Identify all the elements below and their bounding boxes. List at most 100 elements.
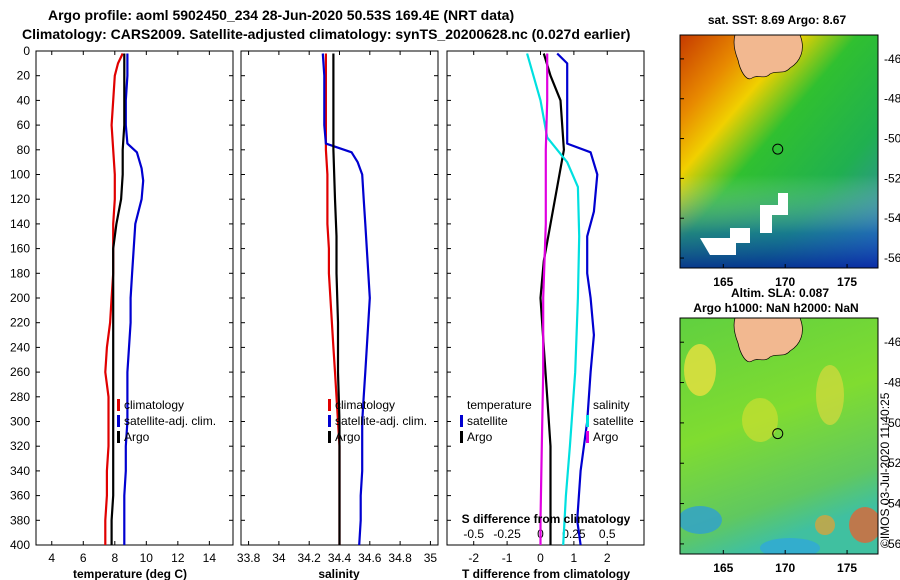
xtick-label: 34.6 xyxy=(358,551,382,565)
ytick-label: 80 xyxy=(17,143,31,157)
xtick-label: -2 xyxy=(468,551,479,565)
series-line-argo xyxy=(110,53,126,545)
figure-title-line-1: Argo profile: aoml 5902450_234 28-Jun-20… xyxy=(48,7,514,23)
sla-anomaly-patch xyxy=(742,398,778,442)
ytick-label: 0 xyxy=(23,44,30,58)
map-xtick-label: 165 xyxy=(713,561,733,575)
legend-label-climatology: climatology xyxy=(124,398,184,412)
sst-map: sat. SST: 8.69 Argo: 8.67 -46 -48 -50 -52 -5… xyxy=(679,13,900,289)
temperature-legend: climatology satellite-adj. clim. Argo xyxy=(117,398,216,444)
ytick-label: 120 xyxy=(10,192,30,206)
xtick-label: 8 xyxy=(111,551,118,565)
sla-anomaly-patch xyxy=(684,344,716,396)
sla-anomaly-patch xyxy=(760,538,820,554)
legend-label-satellite: satellite-adj. clim. xyxy=(124,414,216,428)
legend-title-temperature: temperature xyxy=(467,398,532,412)
sst-map-xticks: 165 170 175 xyxy=(713,264,857,289)
legend-label-satellite: satellite-adj. clim. xyxy=(335,414,427,428)
temperature-axes-frame xyxy=(35,50,234,546)
difference-series xyxy=(526,52,599,546)
map-ytick-label: -50 xyxy=(884,416,900,430)
map-ytick-label: -48 xyxy=(884,92,900,106)
ytick-label: 300 xyxy=(10,415,30,429)
legend-swatch-argo xyxy=(328,431,331,443)
series-line-satellite-adj-clim- xyxy=(321,53,371,546)
ytick-label: 60 xyxy=(17,118,31,132)
map-xtick-label: 170 xyxy=(775,275,795,289)
sst-map-frame xyxy=(679,34,879,269)
xtick-label: 14 xyxy=(203,551,217,565)
ytick-label: 20 xyxy=(17,69,31,83)
sla-map: Altim. SLA: 0.087 Argo h1000: NaN h2000:… xyxy=(679,286,900,575)
difference-legend: temperature satellite Argo salinity sate… xyxy=(460,398,634,444)
sla-map-subtitle: Argo h1000: NaN h2000: NaN xyxy=(693,301,858,315)
difference-salinity-xlabel: S difference from climatology xyxy=(462,512,631,526)
legend-label-t-argo: Argo xyxy=(467,430,493,444)
map-ytick-label: -56 xyxy=(884,251,900,265)
salinity-legend: climatology satellite-adj. clim. Argo xyxy=(328,398,427,444)
legend-swatch-t-satellite xyxy=(460,415,463,427)
salinity-diff-tick-label: 0.5 xyxy=(599,527,616,541)
sla-anomaly-patch xyxy=(816,365,844,425)
map-ytick-label: -46 xyxy=(884,335,900,349)
xtick-label: 0 xyxy=(537,551,544,565)
legend-label-t-satellite: satellite xyxy=(467,414,508,428)
legend-label-s-argo: Argo xyxy=(593,430,619,444)
series-line-satellite-adj-clim- xyxy=(123,53,145,545)
legend-title-salinity: salinity xyxy=(593,398,630,412)
difference-xticks: -2 -1 0 1 2 xyxy=(468,51,611,565)
salinity-series xyxy=(321,53,371,546)
ytick-label: 40 xyxy=(17,93,31,107)
legend-swatch-satellite xyxy=(328,415,331,427)
legend-swatch-s-satellite xyxy=(586,415,589,427)
difference-yticks xyxy=(447,50,644,546)
sla-anomaly-patch xyxy=(849,507,878,543)
temperature-xlabel: temperature (deg C) xyxy=(73,567,187,580)
xtick-label: 2 xyxy=(604,551,611,565)
salinity-diff-tick-label: -0.25 xyxy=(493,527,521,541)
legend-label-s-satellite: satellite xyxy=(593,414,634,428)
sla-float-position xyxy=(772,428,784,440)
map-xtick-label: 165 xyxy=(713,275,733,289)
salinity-yticks xyxy=(241,50,438,546)
salinity-xticks: 33.8 34 34.2 34.4 34.6 34.8 35 xyxy=(237,51,437,565)
difference-xlabel: T difference from climatology xyxy=(462,567,630,580)
ytick-label: 180 xyxy=(10,266,30,280)
ytick-label: 280 xyxy=(10,390,30,404)
map-xtick-label: 175 xyxy=(837,275,857,289)
xtick-label: 34.4 xyxy=(328,551,352,565)
ytick-label: 360 xyxy=(10,489,30,503)
legend-label-climatology: climatology xyxy=(335,398,395,412)
sst-missing-data xyxy=(700,193,788,255)
xtick-label: -1 xyxy=(502,551,513,565)
legend-swatch-s-argo xyxy=(586,431,589,443)
xtick-label: 10 xyxy=(140,551,154,565)
series-line-argo xyxy=(332,53,341,545)
ytick-label: 240 xyxy=(10,340,30,354)
sst-map-yticks: -46 -48 -50 -52 -54 -56 xyxy=(680,52,900,265)
sla-anomaly-patch xyxy=(815,515,835,535)
map-ytick-label: -48 xyxy=(884,376,900,390)
xtick-label: 34 xyxy=(272,551,286,565)
legend-swatch-climatology xyxy=(328,399,331,411)
sla-land-new-zealand xyxy=(733,318,803,363)
map-ytick-label: -54 xyxy=(884,497,900,511)
sst-field-cold-overlay xyxy=(680,35,878,268)
legend-label-argo: Argo xyxy=(335,430,361,444)
xtick-label: 1 xyxy=(571,551,578,565)
map-ytick-label: -52 xyxy=(884,456,900,470)
legend-swatch-t-argo xyxy=(460,431,463,443)
series-line-s-argo xyxy=(539,53,549,545)
ytick-label: 340 xyxy=(10,464,30,478)
sla-map-xticks: 165 170 175 xyxy=(713,550,857,575)
xtick-label: 33.8 xyxy=(237,551,261,565)
ytick-label: 140 xyxy=(10,217,30,231)
ytick-label: 100 xyxy=(10,168,30,182)
map-ytick-label: -54 xyxy=(884,211,900,225)
ytick-label: 380 xyxy=(10,513,30,527)
legend-swatch-climatology xyxy=(117,399,120,411)
map-ytick-label: -46 xyxy=(884,52,900,66)
ytick-label: 200 xyxy=(10,291,30,305)
map-ytick-label: -52 xyxy=(884,171,900,185)
